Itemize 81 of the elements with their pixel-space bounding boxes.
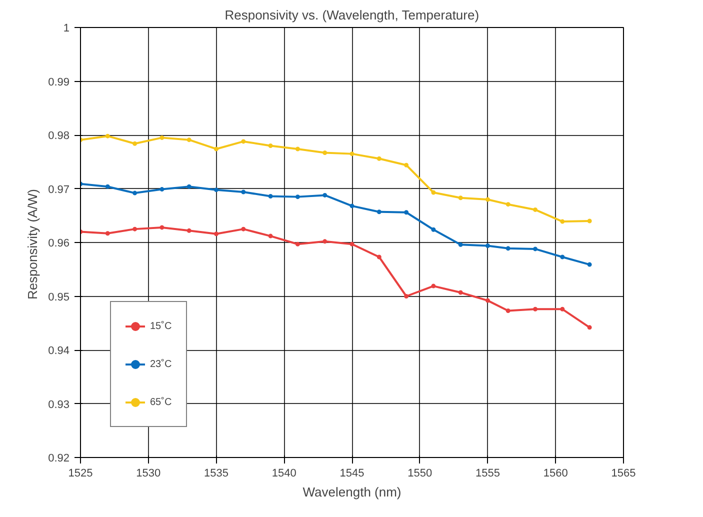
- x-tick-label: 1535: [204, 468, 228, 480]
- point: [587, 262, 592, 267]
- y-tick-label: 0.97: [48, 184, 70, 196]
- point: [322, 150, 328, 155]
- point: [214, 146, 218, 152]
- point: [105, 134, 110, 138]
- y-tick-label: 0.92: [48, 452, 70, 464]
- point: [268, 194, 273, 199]
- y-axis-title: Responsivity (A/W): [25, 189, 40, 300]
- point: [560, 306, 565, 312]
- point: [431, 284, 436, 288]
- point: [214, 188, 218, 192]
- point: [186, 228, 192, 233]
- point: [268, 234, 273, 238]
- point: [160, 187, 164, 192]
- point: [295, 194, 300, 200]
- point: [241, 190, 246, 194]
- legend-label: 65˚C: [150, 396, 172, 408]
- point: [533, 207, 538, 212]
- point: [160, 225, 164, 230]
- x-tick-label: 1555: [476, 468, 500, 480]
- point: [431, 190, 436, 195]
- x-tick-label: 1525: [68, 468, 93, 480]
- x-tick-label: 1560: [543, 468, 568, 480]
- point: [486, 197, 490, 202]
- point: [560, 219, 565, 224]
- point: [350, 152, 354, 156]
- x-tick-label: 1540: [272, 468, 296, 480]
- point: [241, 139, 246, 144]
- point: [295, 146, 300, 152]
- y-tick-label: 0.93: [48, 398, 70, 411]
- point: [241, 226, 246, 232]
- point: [105, 184, 110, 189]
- point: [132, 141, 138, 146]
- point: [376, 156, 382, 161]
- y-tick-label: 0.94: [48, 345, 70, 357]
- point: [322, 192, 328, 198]
- point: [214, 232, 218, 236]
- point: [132, 226, 138, 232]
- x-axis-title: Wavelength (nm): [302, 484, 402, 500]
- point: [533, 246, 538, 252]
- y-tick-label: 0.98: [48, 130, 70, 142]
- point: [376, 254, 382, 260]
- point: [560, 254, 565, 260]
- point: [404, 162, 409, 168]
- x-tick-label: 1550: [408, 468, 432, 480]
- point: [376, 210, 382, 214]
- point: [404, 294, 409, 298]
- point: [160, 135, 164, 140]
- point: [268, 144, 273, 148]
- point: [587, 325, 592, 330]
- point: [186, 184, 192, 189]
- point: [350, 204, 354, 208]
- point: [350, 242, 354, 246]
- legend-label: 15˚C: [150, 320, 172, 332]
- point: [105, 231, 110, 236]
- point: [506, 308, 510, 314]
- point: [506, 246, 510, 251]
- point: [458, 196, 463, 200]
- x-tick-label: 1565: [611, 468, 636, 480]
- x-tick-label: 1545: [340, 468, 364, 480]
- point: [404, 210, 409, 215]
- point: [458, 290, 463, 295]
- point: [486, 298, 490, 303]
- y-tick-label: 0.99: [48, 76, 70, 88]
- point: [587, 218, 592, 224]
- point: [295, 242, 300, 246]
- y-tick-label: 0.96: [48, 238, 70, 250]
- point: [322, 239, 328, 244]
- point: [486, 243, 490, 248]
- point: [132, 190, 138, 196]
- point: [533, 306, 538, 312]
- point: [186, 138, 192, 142]
- point: [506, 202, 510, 207]
- legend-label: 23˚C: [150, 358, 172, 370]
- x-tick-label: 1530: [136, 468, 161, 480]
- y-tick-label: 0.95: [48, 291, 70, 304]
- chart-title: Responsivity vs. (Wavelength, Temperature): [224, 8, 480, 22]
- point: [458, 242, 463, 247]
- y-tick-label: 1: [63, 22, 70, 34]
- point: [431, 227, 436, 232]
